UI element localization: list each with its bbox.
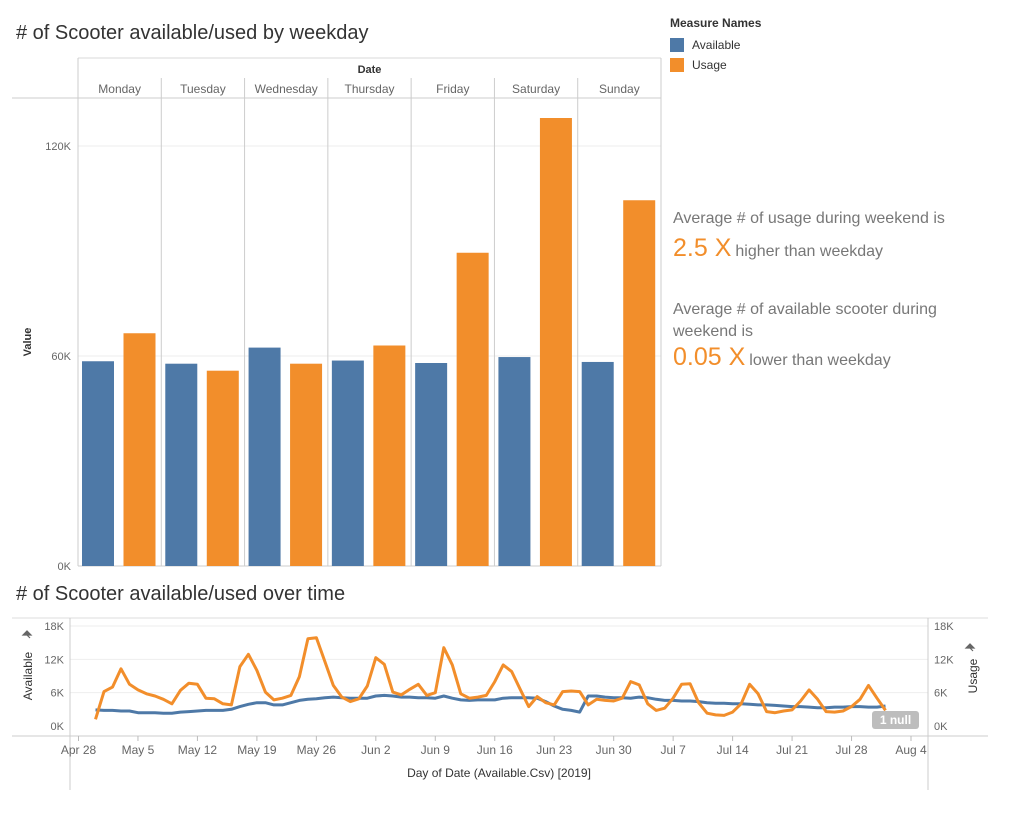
line-right-y-tick-label: 0K: [934, 721, 948, 733]
bar-available-sunday[interactable]: [581, 361, 614, 566]
legend-swatch-usage: [670, 58, 684, 72]
legend-item-usage[interactable]: Usage: [670, 55, 761, 75]
line-left-y-tick-label: 6K: [51, 688, 65, 700]
x-tick-label: Jun 16: [477, 743, 513, 757]
x-tick-label: Jun 2: [361, 743, 391, 757]
line-right-axis-label: Usage: [966, 658, 980, 693]
x-tick-label: May 12: [178, 743, 218, 757]
legend-label-available: Available: [692, 38, 741, 52]
bar-usage-tuesday[interactable]: [206, 370, 239, 566]
bottom-chart-title: # of Scooter available/used over time: [16, 583, 346, 605]
null-badge[interactable]: [872, 711, 919, 729]
series-line-available[interactable]: [95, 693, 886, 715]
weekend-usage-value: 2.5 X: [673, 234, 732, 262]
null-badge-label: 1 null: [880, 713, 911, 727]
bar-usage-saturday[interactable]: [539, 118, 572, 566]
bar-available-monday[interactable]: [82, 361, 114, 566]
bar-y-tick-label: 60K: [51, 351, 71, 363]
legend: Measure Names Available Usage: [670, 16, 761, 75]
x-tick-label: May 19: [237, 743, 277, 757]
weekday-header-label: Wednesday: [255, 82, 318, 96]
weekend-usage-annotation: Average # of usage during weekend is 2.5…: [673, 208, 945, 263]
bar-y-tick-label: 120K: [45, 141, 71, 153]
weekend-usage-text: Average # of usage during weekend is: [673, 210, 945, 227]
x-tick-label: Jun 9: [421, 743, 451, 757]
legend-item-available[interactable]: Available: [670, 35, 761, 55]
weekday-header-label: Sunday: [599, 82, 640, 96]
x-tick-label: Aug 4: [895, 743, 927, 757]
series-line-usage[interactable]: [94, 636, 887, 720]
x-tick-label: Jul 28: [836, 743, 868, 757]
bar-available-thursday[interactable]: [331, 360, 364, 566]
weekday-header-label: Monday: [98, 82, 141, 96]
pin-icon[interactable]: [21, 630, 33, 639]
x-tick-label: Jul 21: [776, 743, 808, 757]
weekend-available-value: 0.05 X: [673, 343, 746, 371]
top-chart-title: # of Scooter available/used by weekday: [16, 22, 369, 44]
x-tick-label: Jul 7: [660, 743, 686, 757]
bar-available-wednesday[interactable]: [248, 347, 281, 566]
line-left-axis-label: Available: [21, 651, 35, 700]
weekend-available-annotation: Average # of available scooter during we…: [673, 299, 937, 372]
weekday-header-label: Thursday: [344, 82, 394, 96]
legend-label-usage: Usage: [692, 58, 727, 72]
bar-available-friday[interactable]: [415, 363, 448, 566]
legend-swatch-available: [670, 38, 684, 52]
x-tick-label: May 26: [297, 743, 337, 757]
x-tick-label: Jul 14: [717, 743, 749, 757]
line-x-axis-label: Day of Date (Available.Csv) [2019]: [407, 766, 591, 780]
line-left-y-tick-label: 12K: [44, 654, 64, 666]
weekend-usage-suffix: higher than weekday: [735, 243, 884, 260]
weekend-available-suffix: lower than weekday: [749, 352, 891, 369]
bar-available-tuesday[interactable]: [165, 363, 198, 566]
weekend-available-text-1: Average # of available scooter during: [673, 301, 937, 318]
bar-usage-friday[interactable]: [456, 252, 489, 566]
bar-y-axis-label: Value: [22, 328, 34, 357]
line-right-y-tick-label: 6K: [934, 688, 948, 700]
line-right-y-tick-label: 12K: [934, 654, 954, 666]
x-tick-label: Apr 28: [61, 743, 97, 757]
bar-usage-sunday[interactable]: [623, 200, 656, 566]
bar-usage-thursday[interactable]: [373, 345, 406, 567]
legend-title: Measure Names: [670, 16, 762, 30]
bar-usage-monday[interactable]: [123, 333, 156, 566]
weekday-header-label: Tuesday: [180, 82, 226, 96]
weekend-available-text-2: weekend is: [673, 323, 754, 340]
x-tick-label: May 5: [122, 743, 155, 757]
date-column-header: Date: [358, 64, 382, 76]
pin-icon[interactable]: [964, 643, 976, 652]
line-left-y-tick-label: 18K: [44, 621, 64, 633]
line-right-y-tick-label: 18K: [934, 621, 954, 633]
weekday-header-label: Saturday: [512, 82, 560, 96]
x-tick-label: Jun 30: [596, 743, 632, 757]
bar-available-saturday[interactable]: [498, 357, 531, 566]
weekday-header-label: Friday: [436, 82, 469, 96]
bar-y-tick-label: 0K: [58, 561, 72, 573]
bar-usage-wednesday[interactable]: [290, 363, 323, 566]
line-left-y-tick-label: 0K: [51, 721, 65, 733]
x-tick-label: Jun 23: [536, 743, 572, 757]
